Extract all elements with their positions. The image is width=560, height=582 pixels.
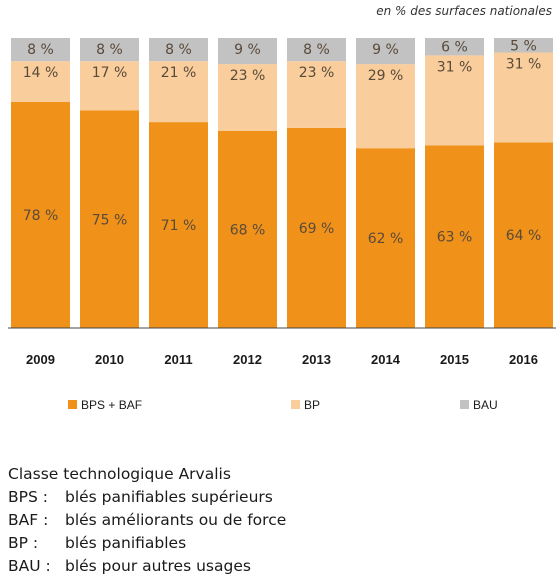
data-label: 75 % [92,212,128,228]
bar-segment [356,64,415,149]
bar-segment [356,148,415,328]
bar-segment [80,61,139,111]
data-label: 23 % [299,65,335,81]
data-label: 17 % [92,65,128,81]
year-label: 2015 [440,352,469,367]
data-label: 8 % [96,42,123,58]
glossary-item-bp: BP : blés panifiables [8,532,286,555]
unit-note: en % des surfaces nationales [376,4,552,18]
data-label: 9 % [372,42,399,58]
year-label: 2009 [26,352,55,367]
legend-label: BP [304,398,320,412]
year-label: 2010 [95,352,124,367]
glossary-abbr: BAU : [8,557,51,575]
data-label: 64 % [506,228,542,244]
bar-segment [425,55,484,146]
bar-segment [356,38,415,65]
glossary-item-bps: BPS : blés panifiables supérieurs [8,486,286,509]
year-label: 2016 [509,352,538,367]
glossary-item-bau: BAU : blés pour autres usages [8,555,286,578]
data-label: 29 % [368,68,404,84]
data-label: 63 % [437,230,473,246]
bar-segment [80,38,139,62]
bar-segment [149,38,208,62]
legend-swatch [68,400,77,409]
glossary-title: Classe technologique Arvalis [8,465,231,483]
legend-label: BPS + BAF [81,398,142,412]
bar-segment [218,130,277,328]
legend-label: BAU [473,398,498,412]
glossary-item-baf: BAF : blés améliorants ou de force [8,509,286,532]
glossary-abbr: BAF : [8,511,49,529]
bar-segment [287,38,346,62]
glossary-desc: blés panifiables supérieurs [65,488,273,506]
data-label: 23 % [230,68,266,84]
bar-segment [80,110,139,328]
bar-segment [218,64,277,131]
bar-segment [287,61,346,128]
data-label: 62 % [368,231,404,247]
stacked-bar-chart: en % des surfaces nationales 78 % 14 % 8 %… [8,4,556,412]
bar-segment [494,142,553,328]
data-label: 8 % [165,42,192,58]
data-label: 8 % [303,42,330,58]
bar-segment [218,38,277,65]
bar-segment [287,127,346,329]
year-label: 2011 [164,352,192,367]
data-label: 8 % [27,42,54,58]
legend-swatch [291,400,300,409]
bar-segment [494,38,553,53]
data-label: 78 % [23,208,59,224]
legend-swatch [460,400,469,409]
year-labels: 2009 2010 2011 2012 2013 2014 2015 2016 [26,352,538,367]
glossary-desc: blés améliorants ou de force [65,511,287,529]
data-label: 31 % [506,57,542,73]
bar-segment [11,61,70,102]
data-label: 9 % [234,42,261,58]
year-label: 2014 [371,352,401,367]
data-label: 71 % [161,218,197,234]
glossary-abbr: BPS : [8,488,48,506]
bar-segment [494,52,553,143]
data-label: 5 % [510,38,537,54]
data-label: 69 % [299,221,335,237]
glossary-desc: blés pour autres usages [65,557,251,575]
bar-segment [425,145,484,328]
glossary-desc: blés panifiables [65,534,187,552]
legend: BPS + BAF BP BAU [68,398,498,412]
bar-segment [11,101,70,328]
data-label: 6 % [441,40,468,56]
glossary-abbr: BP : [8,534,39,552]
bar-segment [11,38,70,62]
data-label: 14 % [23,65,59,81]
data-label: 21 % [161,65,197,81]
year-label: 2012 [233,352,262,367]
data-label: 31 % [437,59,473,75]
bars-layer: 78 % 14 % 8 % 75 % 17 % 8 % 71 % 21 % 8 % 68 % 23 … [11,38,553,329]
glossary: Classe technologique Arvalis BPS : blés … [8,462,286,578]
data-label: 68 % [230,222,266,238]
bar-segment [425,38,484,56]
year-label: 2013 [302,352,331,367]
bar-segment [149,122,208,328]
bar-segment [149,61,208,123]
